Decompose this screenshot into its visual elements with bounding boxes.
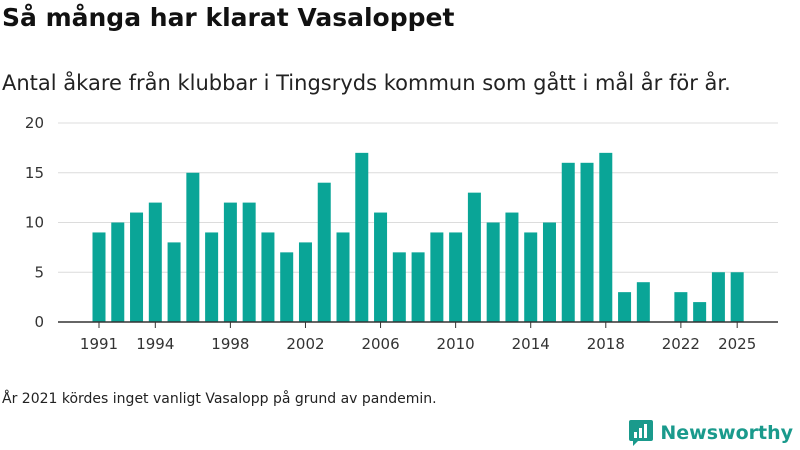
x-tick-label: 2010 bbox=[437, 335, 475, 353]
bar-2019[interactable] bbox=[618, 292, 632, 322]
bar-2005[interactable] bbox=[355, 152, 369, 322]
x-tick-label: 1994 bbox=[136, 335, 174, 353]
x-tick-label: 2014 bbox=[512, 335, 550, 353]
bar-2013[interactable] bbox=[505, 212, 519, 322]
bar-1994[interactable] bbox=[148, 202, 162, 322]
bar-2002[interactable] bbox=[298, 242, 312, 322]
bar-2000[interactable] bbox=[261, 232, 275, 322]
bar-2022[interactable] bbox=[674, 292, 688, 322]
y-axis: 0 5 10 15 20 bbox=[25, 114, 44, 331]
y-tick-label: 5 bbox=[34, 263, 44, 281]
y-tick-label: 0 bbox=[34, 313, 44, 331]
bar-2011[interactable] bbox=[467, 192, 481, 322]
x-tick-label: 2006 bbox=[361, 335, 399, 353]
chart-title: Så många har klarat Vasaloppet bbox=[2, 3, 455, 32]
bar-2024[interactable] bbox=[711, 272, 725, 322]
y-tick-label: 15 bbox=[25, 164, 44, 182]
bar-2001[interactable] bbox=[280, 252, 294, 322]
bar-1993[interactable] bbox=[130, 212, 144, 322]
x-tick-label: 2002 bbox=[286, 335, 324, 353]
brand-logo[interactable]: Newsworthy bbox=[628, 419, 793, 447]
bar-1992[interactable] bbox=[111, 222, 125, 323]
x-tick-label: 1998 bbox=[211, 335, 249, 353]
bar-2004[interactable] bbox=[336, 232, 350, 322]
bar-1996[interactable] bbox=[186, 172, 200, 322]
bar-2015[interactable] bbox=[542, 222, 556, 323]
bar-2012[interactable] bbox=[486, 222, 500, 323]
bar-1991[interactable] bbox=[92, 232, 106, 322]
y-tick-label: 20 bbox=[25, 114, 44, 132]
chart-subtitle: Antal åkare från klubbar i Tingsryds kom… bbox=[2, 71, 731, 95]
bar-2007[interactable] bbox=[392, 252, 406, 322]
bar-2017[interactable] bbox=[580, 162, 594, 322]
bar-1998[interactable] bbox=[223, 202, 237, 322]
bar-2010[interactable] bbox=[449, 232, 463, 322]
bar-2009[interactable] bbox=[430, 232, 444, 322]
x-tick-label: 2022 bbox=[662, 335, 700, 353]
bar-2023[interactable] bbox=[693, 302, 707, 322]
bar-2008[interactable] bbox=[411, 252, 425, 322]
x-tick-label: 2025 bbox=[718, 335, 756, 353]
footnote: År 2021 kördes inget vanligt Vasalopp på… bbox=[2, 391, 437, 407]
bar-2020[interactable] bbox=[636, 282, 650, 322]
newsworthy-logo-icon bbox=[629, 420, 654, 446]
bar-1999[interactable] bbox=[242, 202, 256, 322]
bar-chart: 1991 1994 1998 2002 2006 2010 2014 2018 2022 2025… bbox=[25, 114, 778, 353]
bar-2025[interactable] bbox=[730, 272, 744, 322]
x-tick-label: 2018 bbox=[587, 335, 625, 353]
bar-1995[interactable] bbox=[167, 242, 181, 322]
x-tick-label: 1991 bbox=[80, 335, 118, 353]
bar-2014[interactable] bbox=[524, 232, 538, 322]
bar-2018[interactable] bbox=[599, 152, 613, 322]
y-tick-label: 10 bbox=[25, 214, 44, 232]
bar-2016[interactable] bbox=[561, 162, 575, 322]
bar-2006[interactable] bbox=[374, 212, 388, 322]
grid-lines bbox=[58, 122, 778, 273]
brand-name: Newsworthy bbox=[660, 422, 793, 444]
bar-series bbox=[92, 152, 744, 323]
x-axis: 1991 1994 1998 2002 2006 2010 2014 2018 2022 2025 bbox=[58, 321, 778, 353]
bar-2003[interactable] bbox=[317, 182, 331, 322]
bar-1997[interactable] bbox=[205, 232, 219, 322]
